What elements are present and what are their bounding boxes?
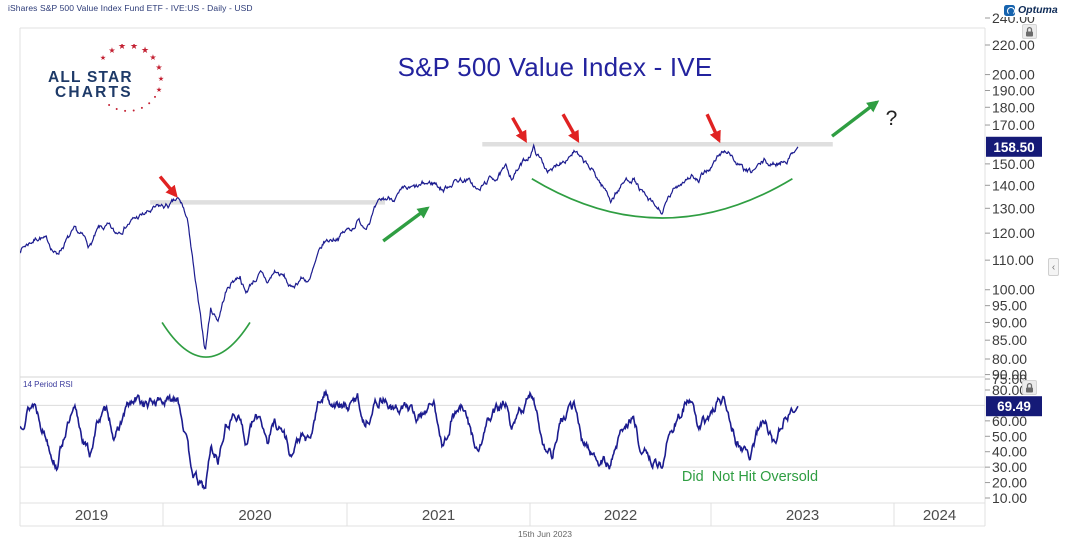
rsi-axis-label: 10.00 bbox=[992, 490, 1027, 506]
collapse-panel-chevron[interactable]: ‹ bbox=[1048, 258, 1059, 276]
rsi-axis-label: 90.00 bbox=[992, 367, 1027, 383]
price-axis-label: 110.00 bbox=[992, 252, 1034, 268]
svg-text:★: ★ bbox=[130, 44, 138, 52]
chart-title: S&P 500 Value Index - IVE bbox=[397, 52, 713, 82]
rsi-indicator-label[interactable]: 14 Period RSI bbox=[23, 380, 73, 389]
green-arrow-annotation[interactable] bbox=[831, 100, 880, 138]
allstarcharts-logo: ★ ★ ★ ★ ★ ★ ★ ★ ★ ALL STAR CHARTS bbox=[46, 42, 178, 116]
rsi-line[interactable] bbox=[20, 388, 799, 490]
chart-frame bbox=[19, 27, 986, 527]
price-axis-label: 140.00 bbox=[992, 177, 1035, 193]
rsi-axis-label: 40.00 bbox=[992, 444, 1027, 460]
year-label: 2022 bbox=[604, 507, 637, 524]
year-label: 2020 bbox=[238, 507, 271, 524]
svg-text:★: ★ bbox=[158, 75, 164, 83]
price-axis-label: 100.00 bbox=[992, 282, 1035, 298]
oversold-annotation[interactable]: Did Not Hit Oversold bbox=[681, 469, 819, 485]
svg-text:★: ★ bbox=[108, 46, 115, 55]
price-axis-label: 200.00 bbox=[992, 67, 1035, 83]
green-arc-annotation[interactable] bbox=[531, 177, 793, 219]
rsi-last-badge[interactable]: 69.49 bbox=[986, 396, 1042, 417]
svg-text:★: ★ bbox=[141, 46, 149, 56]
svg-text:69.49: 69.49 bbox=[997, 399, 1031, 414]
price-axis-label: 190.00 bbox=[992, 83, 1035, 99]
price-axis-label: 85.00 bbox=[992, 332, 1027, 348]
optuma-logo-icon bbox=[1004, 4, 1015, 16]
year-label: 2021 bbox=[422, 507, 455, 524]
red-arrow-annotation[interactable] bbox=[511, 116, 527, 143]
year-label: 2019 bbox=[75, 507, 108, 524]
red-arrow-annotation[interactable] bbox=[158, 175, 178, 198]
year-label: 2024 bbox=[923, 507, 956, 524]
rsi-axis-label: 20.00 bbox=[992, 475, 1027, 491]
rsi-axis-label: 80.00 bbox=[992, 382, 1027, 398]
date-stamp: 15th Jun 2023 bbox=[518, 529, 572, 539]
green-arrow-annotation[interactable] bbox=[382, 206, 430, 243]
rsi-scale-lock-icon[interactable] bbox=[1022, 380, 1037, 395]
price-last-badge[interactable]: 158.50 bbox=[986, 136, 1042, 157]
price-scale-lock-icon[interactable] bbox=[1022, 24, 1037, 39]
window-title: iShares S&P 500 Value Index Fund ETF - I… bbox=[8, 3, 253, 13]
price-axis-label: 180.00 bbox=[992, 99, 1035, 115]
optuma-logo: Optuma bbox=[1001, 3, 1061, 17]
rsi-axis-label: 30.00 bbox=[992, 459, 1027, 475]
x-axis-band[interactable]: 2019 2020 2021 2022 2023 2024 bbox=[19, 503, 986, 526]
svg-text:★: ★ bbox=[149, 53, 156, 62]
red-arrow-annotation[interactable] bbox=[561, 113, 580, 143]
svg-text:★: ★ bbox=[156, 86, 162, 94]
price-axis-label: 150.00 bbox=[992, 156, 1035, 172]
optuma-logo-text: Optuma bbox=[1018, 4, 1058, 16]
price-axis-label: 90.00 bbox=[992, 314, 1027, 330]
rsi-axis-label: 60.00 bbox=[992, 413, 1027, 429]
price-axis-label: 120.00 bbox=[992, 225, 1035, 241]
svg-text:★: ★ bbox=[100, 54, 106, 62]
price-axis-label: 130.00 bbox=[992, 200, 1035, 216]
price-line[interactable] bbox=[20, 143, 799, 351]
logo-line2: CHARTS bbox=[55, 84, 133, 101]
svg-text:★: ★ bbox=[118, 44, 126, 52]
price-axis-label: 75.00 bbox=[992, 371, 1027, 387]
svg-text:★: ★ bbox=[155, 63, 162, 72]
price-axis-label: 170.00 bbox=[992, 117, 1035, 133]
logo-line1: ALL STAR bbox=[48, 69, 133, 86]
rsi-axis-label: 50.00 bbox=[992, 428, 1027, 444]
stars-arc-icon: ★ ★ ★ ★ ★ ★ ★ ★ ★ bbox=[100, 42, 164, 112]
svg-text:158.50: 158.50 bbox=[993, 140, 1034, 155]
price-axis-label: 220.00 bbox=[992, 37, 1035, 53]
question-mark-annotation[interactable]: ? bbox=[886, 107, 898, 130]
price-axis-label: 80.00 bbox=[992, 351, 1027, 367]
green-arc-annotation[interactable] bbox=[161, 321, 251, 358]
red-arrow-annotation[interactable] bbox=[705, 113, 721, 144]
price-axis-label: 95.00 bbox=[992, 298, 1027, 314]
year-label: 2023 bbox=[786, 507, 819, 524]
